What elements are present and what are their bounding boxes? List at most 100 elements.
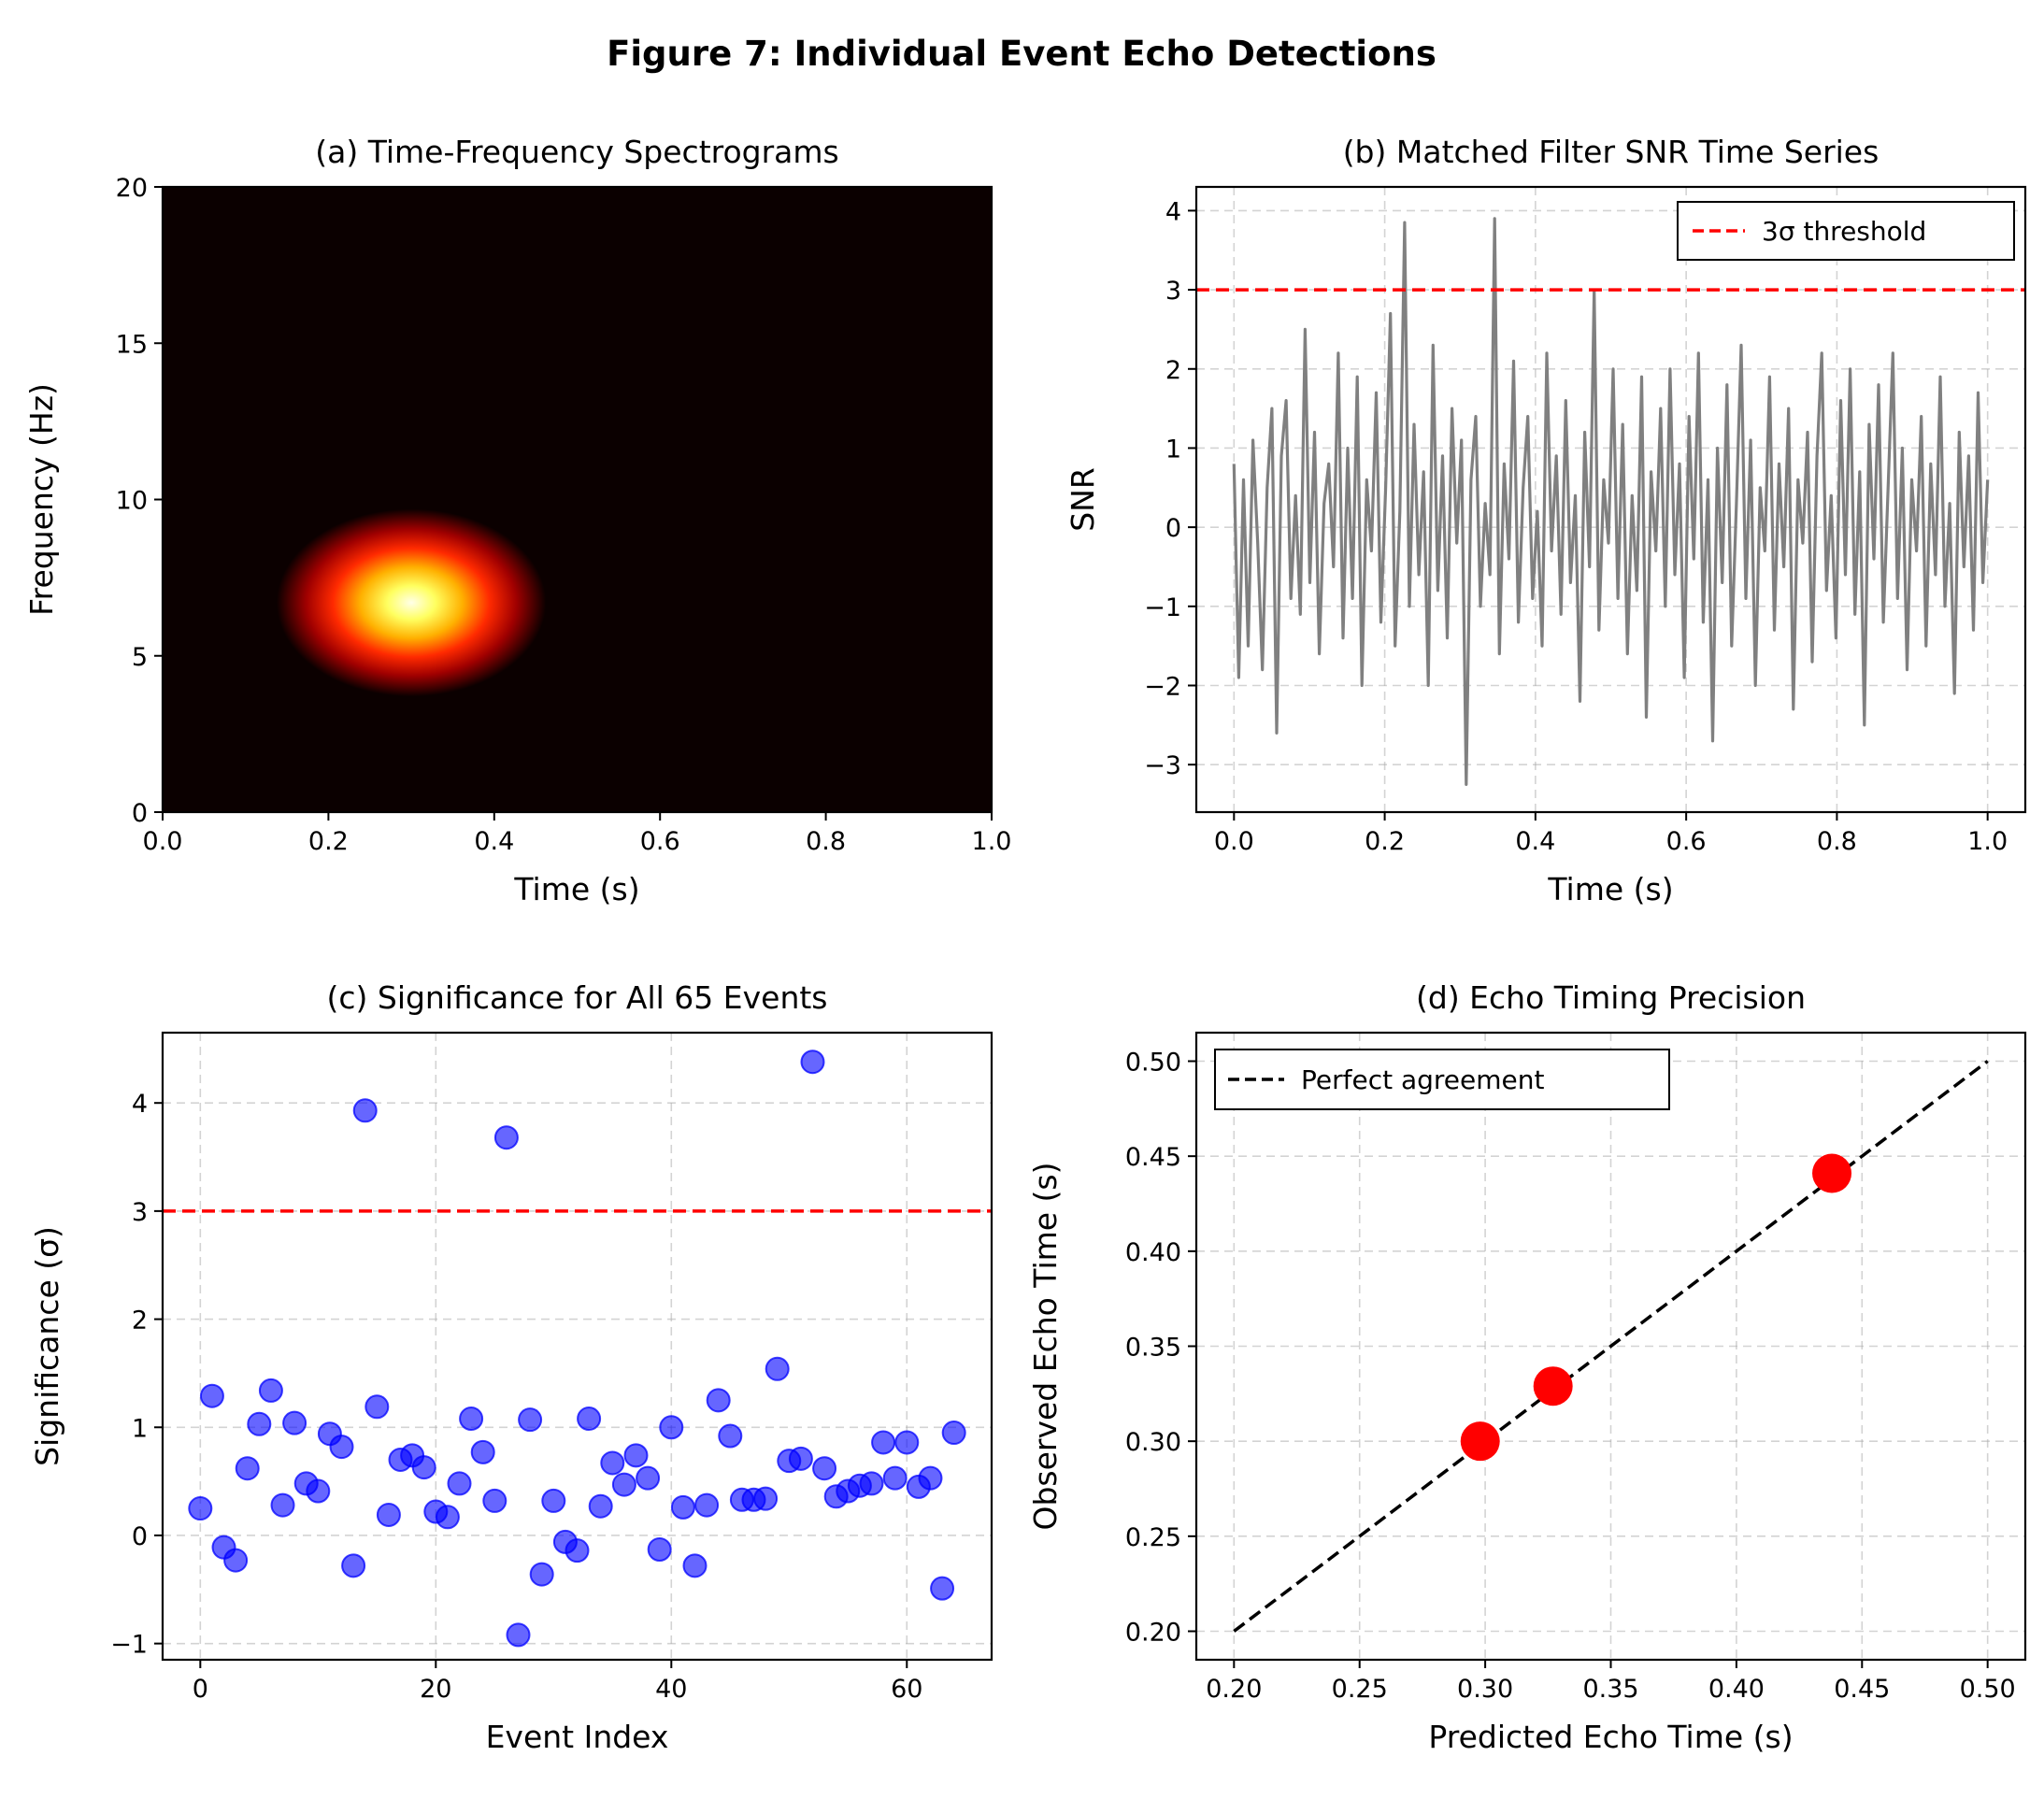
y-tick-label: 0: [132, 1522, 148, 1551]
event-point: [882, 1465, 908, 1491]
event-point: [918, 1465, 943, 1491]
event-point: [930, 1576, 955, 1601]
x-tick-label: 0.0: [1214, 827, 1254, 856]
x-tick-label: 1.0: [1967, 827, 2008, 856]
event-point: [623, 1443, 649, 1468]
event-point: [188, 1496, 213, 1521]
y-tick-label: 0.35: [1125, 1334, 1181, 1363]
legend: 3σ threshold: [1677, 201, 2015, 261]
event-point: [529, 1562, 554, 1587]
y-tick-label: 5: [132, 643, 148, 672]
event-point: [694, 1492, 720, 1518]
panel-title: (b) Matched Filter SNR Time Series: [1343, 134, 1880, 170]
x-tick-label: 0.8: [1817, 827, 1857, 856]
heatmap-background: [163, 187, 992, 812]
x-tick-label: 1.0: [972, 827, 1012, 856]
event-point: [670, 1494, 695, 1520]
y-tick-label: −3: [1144, 751, 1181, 780]
y-axis-label: Significance (σ): [29, 1226, 65, 1466]
event-point: [753, 1486, 779, 1511]
y-tick-label: 0.25: [1125, 1523, 1181, 1552]
event-point: [577, 1406, 602, 1432]
y-tick-label: 3: [1165, 277, 1181, 306]
event-point: [470, 1439, 495, 1464]
echo-point: [1460, 1421, 1500, 1462]
event-point: [600, 1450, 625, 1476]
panel-title: (a) Time-Frequency Spectrograms: [315, 134, 838, 170]
y-tick-label: 3: [132, 1198, 148, 1227]
heatmap-blob: [276, 508, 547, 697]
y-tick-label: 0.40: [1125, 1238, 1181, 1267]
event-point: [812, 1456, 837, 1481]
y-tick-label: 1: [1165, 435, 1181, 464]
y-tick-label: −1: [1144, 593, 1181, 622]
x-tick-label: 0.2: [1365, 827, 1405, 856]
perfect-agreement-line: [1233, 1060, 1989, 1633]
snr-series-line: [1232, 217, 1990, 786]
event-point: [306, 1478, 331, 1504]
x-tick-label: 0.2: [308, 827, 349, 856]
x-tick-label: 0.45: [1834, 1675, 1890, 1704]
y-tick-label: 4: [132, 1090, 148, 1119]
event-point: [941, 1421, 966, 1446]
axes-frame: [1194, 185, 2027, 814]
x-axis-label: Time (s): [513, 871, 639, 907]
event-point: [247, 1411, 272, 1436]
y-tick-label: 0.20: [1125, 1619, 1181, 1648]
event-point: [647, 1536, 672, 1562]
legend-box: [1214, 1049, 1670, 1110]
event-point: [447, 1471, 472, 1496]
event-point: [894, 1430, 920, 1455]
legend-label: Perfect agreement: [1301, 1064, 1545, 1095]
event-point: [871, 1430, 896, 1455]
panel-b: 0.0 0.2 0.4 0.6 0.8 1.0 −3 −2 −1 0 1 2 3 4 (b) Matched…: [1065, 134, 2027, 907]
panel-title: (d) Echo Timing Precision: [1416, 979, 1806, 1016]
y-tick-label: 15: [116, 330, 148, 359]
axes-frame: [161, 1031, 993, 1662]
echo-point: [1812, 1153, 1852, 1193]
x-tick-label: 0.40: [1708, 1675, 1765, 1704]
event-point: [859, 1471, 884, 1496]
y-tick-label: 0.45: [1125, 1143, 1181, 1172]
x-tick-label: 40: [655, 1675, 687, 1704]
event-point: [376, 1502, 401, 1527]
x-tick-label: 0.20: [1206, 1675, 1262, 1704]
event-point: [282, 1410, 307, 1435]
y-axis-label: Frequency (Hz): [23, 383, 60, 616]
event-point: [659, 1415, 684, 1440]
event-point: [235, 1456, 260, 1481]
y-tick-label: 10: [116, 487, 148, 516]
x-tick-label: 0.6: [640, 827, 680, 856]
y-tick-label: −2: [1144, 673, 1181, 702]
y-tick-label: 0: [132, 799, 148, 828]
y-tick-label: 1: [132, 1414, 148, 1443]
event-point: [518, 1407, 543, 1433]
event-point: [364, 1394, 390, 1420]
event-point: [352, 1098, 378, 1123]
event-point: [541, 1488, 566, 1513]
event-point: [506, 1622, 531, 1648]
event-point: [788, 1446, 813, 1471]
event-point: [718, 1423, 743, 1449]
y-tick-label: 2: [132, 1306, 148, 1335]
y-axis-label: Observed Echo Time (s): [1027, 1162, 1064, 1530]
legend: Perfect agreement: [1214, 1049, 1670, 1110]
event-point: [482, 1488, 507, 1513]
x-tick-label: 0.30: [1457, 1675, 1513, 1704]
event-point: [636, 1465, 661, 1491]
x-tick-label: 0.0: [143, 827, 183, 856]
x-axis-label: Predicted Echo Time (s): [1428, 1719, 1793, 1755]
y-tick-label: 4: [1165, 197, 1181, 226]
y-tick-label: −1: [110, 1631, 148, 1660]
event-point: [341, 1553, 366, 1578]
event-point: [706, 1388, 731, 1413]
event-point: [588, 1493, 613, 1519]
panel-d: 0.20 0.25 0.30 0.35 0.40 0.45 0.50 0.20 0.25 0.30…: [1027, 979, 2027, 1755]
event-point: [270, 1492, 295, 1518]
event-point: [765, 1356, 790, 1381]
y-tick-label: 0.50: [1125, 1049, 1181, 1078]
event-point: [223, 1548, 249, 1573]
x-tick-label: 0.6: [1666, 827, 1707, 856]
x-tick-label: 60: [891, 1675, 922, 1704]
event-point: [682, 1553, 708, 1578]
